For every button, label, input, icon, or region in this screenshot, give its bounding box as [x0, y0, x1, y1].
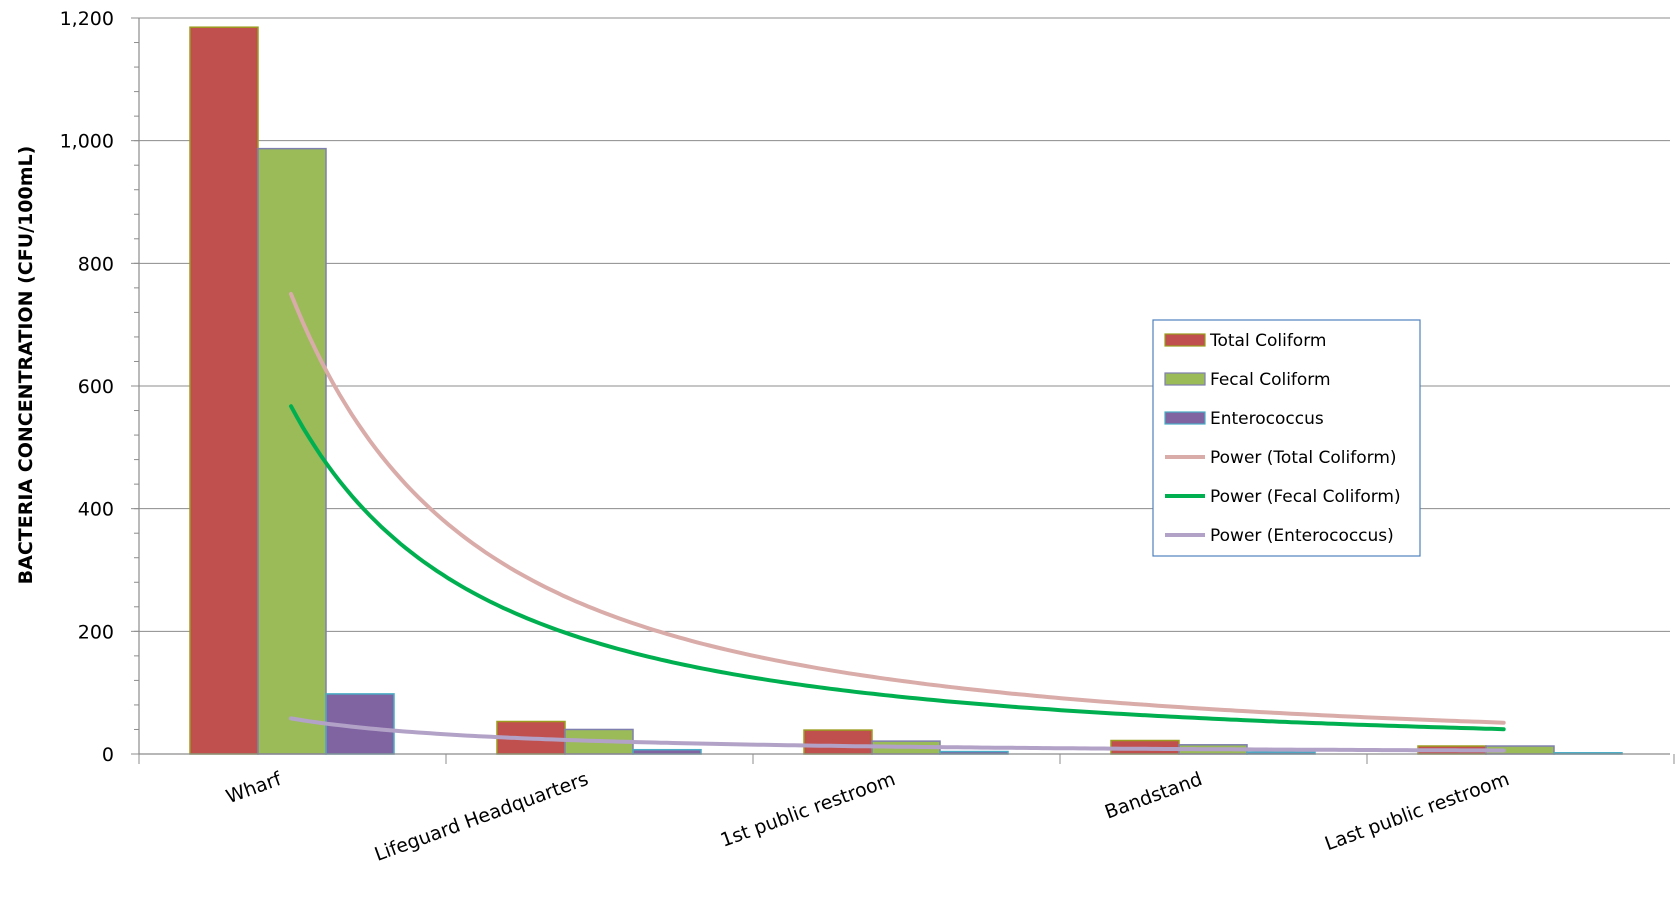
bar-total-coliform: [803, 729, 873, 755]
category-label: Bandstand: [1102, 768, 1205, 824]
y-tick-label: 800: [78, 253, 114, 275]
axes: [131, 17, 1675, 764]
y-tick-labels: 0 200 400 600 800 1,000 1,200: [60, 8, 114, 766]
bar-total-coliform: [189, 26, 259, 755]
legend-entry: Fecal Coliform: [1210, 370, 1331, 390]
bar-enterococcus: [632, 748, 702, 755]
y-axis-label: BACTERIA CONCENTRATION (CFU/100mL): [15, 146, 37, 585]
y-tick-label: 400: [78, 499, 114, 521]
category-label: Wharf: [223, 768, 285, 809]
category-label: 1st public restroom: [718, 768, 899, 852]
y-tick-label: 1,000: [60, 131, 114, 153]
legend-entry: Power (Enterococcus): [1210, 526, 1394, 546]
trendlines: [289, 292, 1506, 753]
legend: Total Coliform Fecal Coliform Enterococcus…: [1152, 319, 1421, 557]
legend-swatch: [1164, 333, 1206, 347]
trendline-power-total-coliform: [289, 292, 1506, 725]
legend-box: [1152, 319, 1421, 557]
y-tick-label: 1,200: [60, 8, 114, 30]
bars: [189, 26, 1623, 755]
legend-swatch: [1164, 411, 1206, 425]
y-tick-label: 600: [78, 376, 114, 398]
legend-swatch: [1164, 372, 1206, 386]
trendline-power-enterococcus: [289, 716, 1506, 753]
gridlines: [139, 17, 1670, 632]
legend-entry: Power (Total Coliform): [1210, 448, 1397, 468]
category-label: Lifeguard Headquarters: [372, 768, 592, 866]
bar-fecal-coliform: [257, 147, 327, 755]
y-tick-label: 200: [78, 621, 114, 643]
trendline-power-fecal-coliform: [289, 404, 1506, 732]
legend-entry: Total Coliform: [1209, 331, 1326, 351]
category-label: Last public restroom: [1322, 768, 1512, 855]
y-tick-label: 0: [102, 744, 114, 766]
legend-entry: Power (Fecal Coliform): [1210, 487, 1401, 507]
category-labels: Wharf Lifeguard Headquarters 1st public re…: [223, 768, 1512, 866]
legend-entry: Enterococcus: [1210, 409, 1324, 429]
